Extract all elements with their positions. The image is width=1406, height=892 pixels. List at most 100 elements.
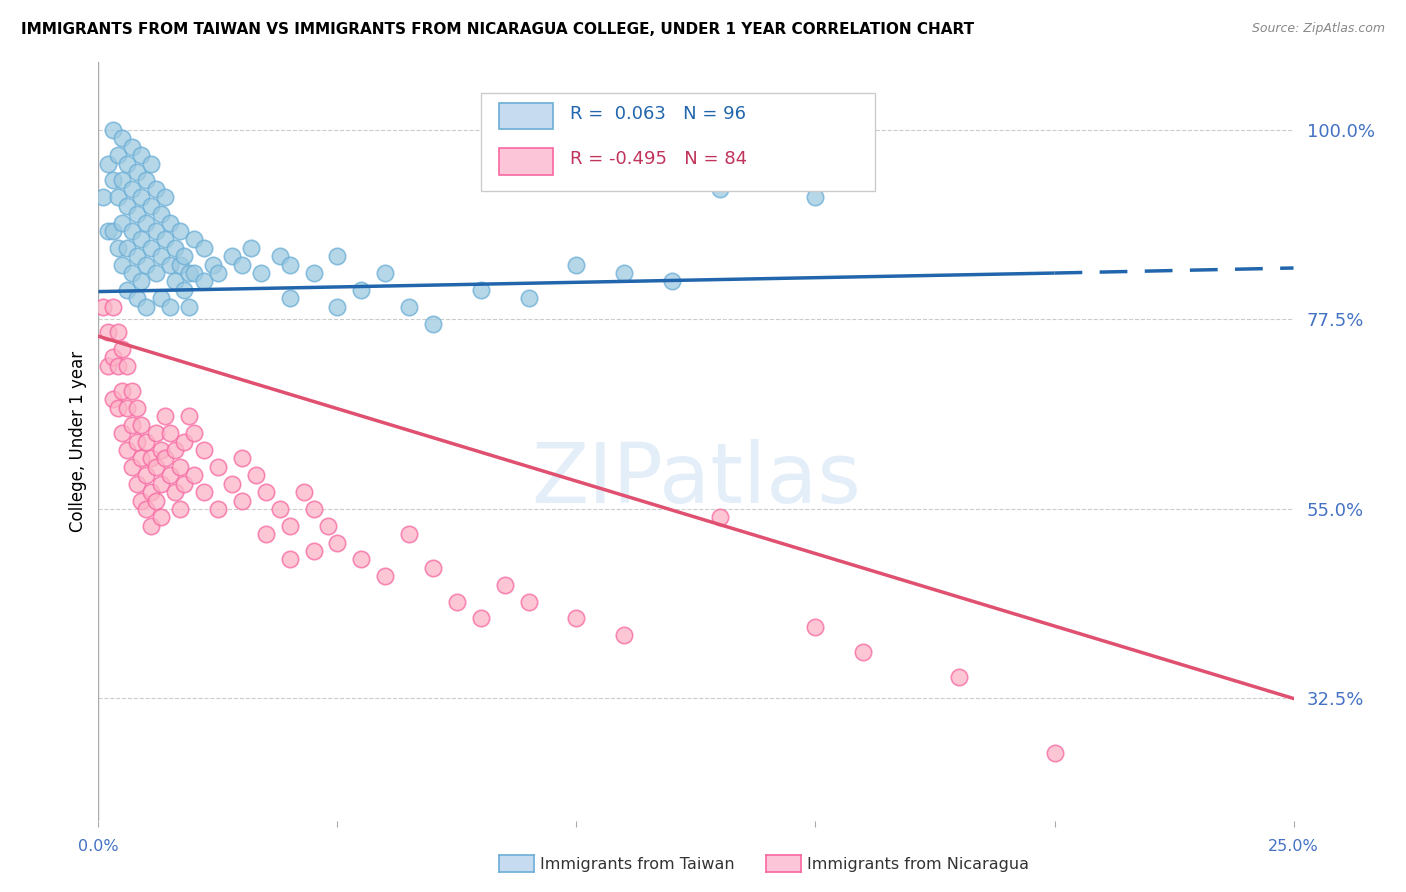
Point xyxy=(517,291,540,305)
Point xyxy=(250,266,273,280)
Point xyxy=(115,241,138,255)
Point xyxy=(111,426,134,441)
Point xyxy=(91,300,114,314)
Point xyxy=(121,417,143,432)
Point xyxy=(101,173,124,187)
Point xyxy=(125,165,148,179)
Point xyxy=(269,249,291,263)
Point xyxy=(173,476,195,491)
Point xyxy=(107,325,129,339)
Point xyxy=(231,258,253,272)
Point xyxy=(115,283,138,297)
Point xyxy=(326,535,349,549)
Point xyxy=(97,156,120,170)
Point xyxy=(278,552,301,566)
Point xyxy=(97,359,120,373)
Point xyxy=(131,190,153,204)
Point xyxy=(107,148,129,162)
Point xyxy=(202,258,225,272)
Point xyxy=(709,182,731,196)
Point xyxy=(422,317,444,331)
Point xyxy=(139,241,162,255)
Point xyxy=(159,300,181,314)
Point xyxy=(121,459,143,474)
Point xyxy=(131,451,153,466)
Point xyxy=(709,510,731,524)
Point xyxy=(155,190,177,204)
Point xyxy=(125,476,148,491)
Text: ZIPatlas: ZIPatlas xyxy=(531,439,860,520)
Point xyxy=(278,258,301,272)
Point xyxy=(135,434,157,449)
Point xyxy=(135,173,157,187)
Point xyxy=(613,628,636,642)
Point xyxy=(131,232,153,246)
Point xyxy=(159,468,181,483)
Point xyxy=(169,258,191,272)
Text: Immigrants from Taiwan: Immigrants from Taiwan xyxy=(540,857,734,871)
Point xyxy=(121,266,143,280)
Point xyxy=(131,493,153,508)
Text: Immigrants from Nicaragua: Immigrants from Nicaragua xyxy=(807,857,1029,871)
Point xyxy=(173,249,195,263)
Point xyxy=(374,266,396,280)
Point xyxy=(149,249,172,263)
Point xyxy=(135,300,157,314)
Point xyxy=(398,527,420,541)
Point xyxy=(107,401,129,415)
Point xyxy=(155,232,177,246)
Point xyxy=(125,434,148,449)
Point xyxy=(111,342,134,356)
Point xyxy=(111,215,134,229)
Point xyxy=(398,300,420,314)
Point xyxy=(163,241,186,255)
Point xyxy=(107,190,129,204)
Point xyxy=(135,502,157,516)
Point xyxy=(804,190,827,204)
Y-axis label: College, Under 1 year: College, Under 1 year xyxy=(69,351,87,533)
Point xyxy=(446,594,468,608)
Point xyxy=(97,224,120,238)
Text: Source: ZipAtlas.com: Source: ZipAtlas.com xyxy=(1251,22,1385,36)
Point xyxy=(121,224,143,238)
Point xyxy=(149,207,172,221)
Point xyxy=(565,258,588,272)
Point xyxy=(139,518,162,533)
Point xyxy=(183,232,205,246)
Point xyxy=(125,207,148,221)
Point xyxy=(145,224,167,238)
Point xyxy=(125,291,148,305)
Point xyxy=(326,300,349,314)
Point xyxy=(169,459,191,474)
Point xyxy=(254,485,277,500)
Point xyxy=(173,434,195,449)
Point xyxy=(231,451,253,466)
Point xyxy=(245,468,267,483)
Point xyxy=(193,485,215,500)
Point xyxy=(169,502,191,516)
Point xyxy=(231,493,253,508)
Point xyxy=(207,502,229,516)
Point xyxy=(131,148,153,162)
Point xyxy=(159,258,181,272)
Point xyxy=(193,241,215,255)
Point xyxy=(159,426,181,441)
Text: R = -0.495   N = 84: R = -0.495 N = 84 xyxy=(571,151,748,169)
Point xyxy=(155,451,177,466)
Point xyxy=(115,359,138,373)
Point xyxy=(804,620,827,634)
Point xyxy=(193,442,215,457)
Text: 0.0%: 0.0% xyxy=(79,839,118,855)
Point xyxy=(111,258,134,272)
FancyBboxPatch shape xyxy=(481,93,876,191)
Point xyxy=(169,224,191,238)
Text: R =  0.063   N = 96: R = 0.063 N = 96 xyxy=(571,105,747,123)
Point xyxy=(145,493,167,508)
Point xyxy=(131,417,153,432)
FancyBboxPatch shape xyxy=(499,103,553,129)
Point xyxy=(139,451,162,466)
Point xyxy=(278,518,301,533)
Point xyxy=(149,442,172,457)
Point xyxy=(111,384,134,398)
Point xyxy=(149,476,172,491)
